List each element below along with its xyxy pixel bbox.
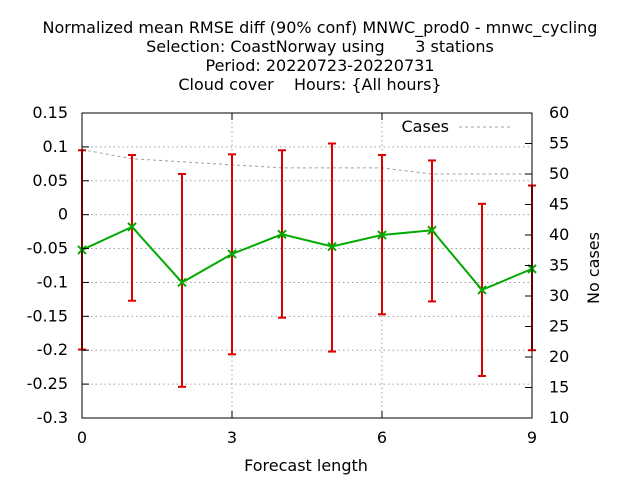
legend: Cases (402, 117, 511, 136)
y2-tick-label: 30 (549, 286, 569, 305)
data-point-marker (227, 249, 237, 259)
x-tick-label: 3 (227, 428, 237, 447)
x-axis-label: Forecast length (244, 456, 368, 475)
y-tick-label: 0 (58, 205, 68, 224)
chart-title: Normalized mean RMSE diff (90% conf) MNW… (43, 18, 598, 94)
normalized-rmse-line (81, 225, 533, 292)
x-tick-label: 6 (377, 428, 387, 447)
y2-tick-label: 35 (549, 256, 569, 275)
title-line-2: Selection: CoastNorway using 3 stations (146, 37, 494, 56)
y2-tick-label: 45 (549, 195, 569, 214)
title-line-3: Period: 20220723-20220731 (205, 56, 434, 75)
y2-tick-label: 10 (549, 408, 569, 427)
data-point-marker (327, 241, 337, 252)
y2-tick-label: 55 (549, 134, 569, 153)
y-tick-label: -0.05 (27, 239, 68, 258)
title-line-4: Cloud cover Hours: {All hours} (178, 75, 441, 94)
y-tick-label: -0.1 (37, 272, 68, 291)
grid (82, 113, 532, 418)
axis-ticks: 0.15 0.1 0.05 0 -0.05 -0.1 -0.15 -0.2 -0.25 -0.3 6… (27, 103, 570, 447)
y-tick-label: -0.2 (37, 340, 68, 359)
x-tick-label: 0 (77, 428, 87, 447)
legend-cases-label: Cases (402, 117, 450, 136)
y2-tick-label: 20 (549, 347, 569, 366)
data-point-marker (377, 230, 387, 240)
y2-axis-label: No cases (584, 232, 603, 304)
y2-tick-label: 60 (549, 103, 569, 122)
y2-tick-label: 15 (549, 378, 569, 397)
y-tick-label: 0.05 (32, 171, 68, 190)
y-tick-label: -0.15 (27, 306, 68, 325)
data-point-marker (477, 285, 487, 295)
data-point-marker (177, 277, 187, 288)
title-line-1: Normalized mean RMSE diff (90% conf) MNW… (43, 18, 598, 38)
x-tick-label: 9 (527, 428, 537, 447)
data-point-marker (127, 222, 137, 232)
data-point-marker (427, 225, 437, 235)
data-point-marker (277, 229, 287, 240)
y-tick-label: 0.15 (32, 103, 68, 122)
y-tick-label: -0.25 (27, 374, 68, 393)
cases-line (81, 149, 532, 175)
y2-tick-label: 40 (549, 225, 569, 244)
y2-tick-label: 25 (549, 317, 569, 336)
plot-frame (81, 112, 533, 419)
y-tick-label: -0.3 (37, 408, 68, 427)
y-tick-label: 0.1 (43, 137, 68, 156)
y2-tick-label: 50 (549, 164, 569, 183)
